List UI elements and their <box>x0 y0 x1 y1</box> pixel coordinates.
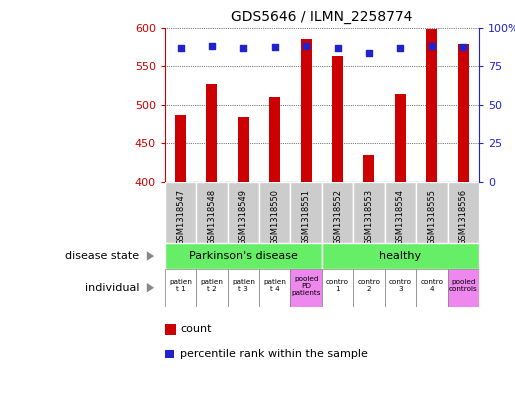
Point <box>176 44 185 51</box>
Bar <box>416 182 448 243</box>
Point <box>302 43 311 49</box>
Text: pooled
controls: pooled controls <box>449 279 477 292</box>
Bar <box>426 29 437 182</box>
Text: disease state: disease state <box>65 251 139 261</box>
Text: GSM1318549: GSM1318549 <box>239 189 248 245</box>
Text: pooled
PD
patients: pooled PD patients <box>291 276 321 296</box>
Bar <box>165 182 196 243</box>
Point <box>271 44 279 50</box>
Bar <box>165 243 322 269</box>
Bar <box>269 97 280 182</box>
Text: contro
2: contro 2 <box>357 279 381 292</box>
Bar <box>165 269 196 307</box>
Bar <box>290 269 322 307</box>
Point <box>334 44 342 51</box>
Text: GSM1318548: GSM1318548 <box>208 189 216 245</box>
Text: GSM1318555: GSM1318555 <box>427 189 436 245</box>
Bar <box>196 269 228 307</box>
Bar <box>301 39 312 182</box>
Bar <box>416 269 448 307</box>
Bar <box>448 269 479 307</box>
Point <box>428 43 436 49</box>
Text: GSM1318552: GSM1318552 <box>333 189 342 245</box>
Bar <box>322 182 353 243</box>
Text: GSM1318550: GSM1318550 <box>270 189 279 245</box>
Text: GSM1318556: GSM1318556 <box>459 189 468 245</box>
Point <box>459 44 468 50</box>
Text: percentile rank within the sample: percentile rank within the sample <box>180 349 368 359</box>
Bar <box>175 114 186 182</box>
Point <box>208 43 216 49</box>
Bar <box>353 269 385 307</box>
Bar <box>385 269 416 307</box>
Bar <box>458 44 469 182</box>
Bar <box>228 182 259 243</box>
Text: contro
4: contro 4 <box>420 279 443 292</box>
Text: patien
t 3: patien t 3 <box>232 279 255 292</box>
Bar <box>332 56 343 182</box>
Text: contro
3: contro 3 <box>389 279 412 292</box>
Text: count: count <box>180 324 212 334</box>
Bar <box>364 154 374 182</box>
Bar <box>228 269 259 307</box>
Bar <box>385 182 416 243</box>
Bar <box>322 243 479 269</box>
Bar <box>353 182 385 243</box>
Text: GSM1318551: GSM1318551 <box>302 189 311 245</box>
Bar <box>238 117 249 182</box>
Bar <box>395 94 406 182</box>
Title: GDS5646 / ILMN_2258774: GDS5646 / ILMN_2258774 <box>231 10 413 24</box>
Bar <box>259 182 290 243</box>
Bar <box>290 182 322 243</box>
Bar <box>322 269 353 307</box>
Point <box>397 45 405 51</box>
Text: contro
1: contro 1 <box>326 279 349 292</box>
Text: healthy: healthy <box>380 251 421 261</box>
Text: Parkinson's disease: Parkinson's disease <box>189 251 298 261</box>
Text: individual: individual <box>84 283 139 293</box>
Text: GSM1318547: GSM1318547 <box>176 189 185 245</box>
Text: GSM1318554: GSM1318554 <box>396 189 405 245</box>
Bar <box>259 269 290 307</box>
Bar <box>196 182 228 243</box>
Bar <box>207 84 217 182</box>
Text: patien
t 2: patien t 2 <box>200 279 224 292</box>
Text: patien
t 4: patien t 4 <box>263 279 286 292</box>
Bar <box>448 182 479 243</box>
Point <box>239 45 248 51</box>
Text: GSM1318553: GSM1318553 <box>365 189 373 245</box>
Point <box>365 50 373 56</box>
Text: patien
t 1: patien t 1 <box>169 279 192 292</box>
